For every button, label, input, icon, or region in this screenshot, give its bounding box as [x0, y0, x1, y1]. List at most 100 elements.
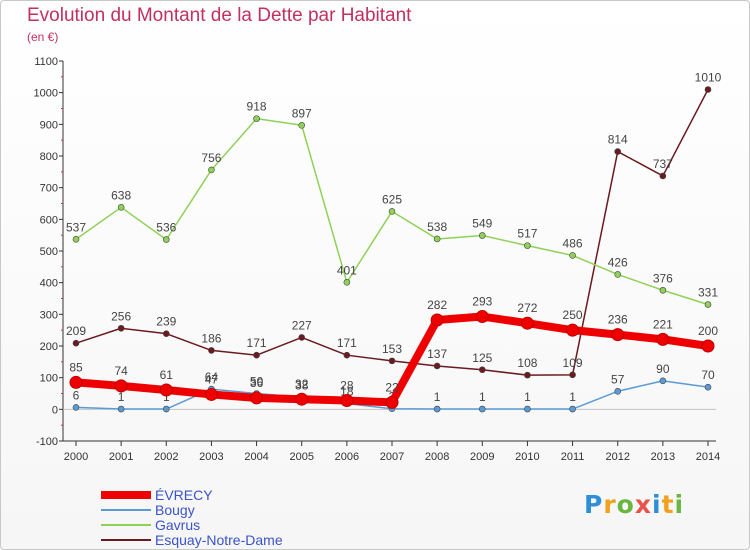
data-label: 109 [563, 356, 583, 370]
x-tick-label: 2008 [425, 451, 449, 463]
x-tick-label: 2002 [154, 451, 178, 463]
data-label: 638 [111, 188, 131, 202]
series-point [566, 323, 580, 337]
data-label: 221 [653, 317, 673, 331]
data-label: 85 [69, 360, 83, 374]
series-point [478, 405, 486, 413]
data-label: 1 [163, 390, 170, 404]
legend-label: Esquay-Notre-Dame [155, 532, 283, 548]
proxiti-logo: Proxiti [584, 490, 685, 519]
y-tick-label: 0 [52, 404, 58, 416]
data-label: 250 [563, 308, 583, 322]
series-point [162, 330, 170, 337]
data-label: 171 [247, 336, 267, 350]
series-point [478, 366, 486, 374]
series-point [433, 235, 441, 243]
data-label: 517 [517, 227, 537, 241]
series-point [614, 148, 622, 155]
series-point [524, 405, 531, 413]
data-label: 38 [295, 378, 309, 392]
series-point [611, 328, 625, 342]
series-point [298, 334, 306, 341]
data-label: 486 [563, 236, 583, 250]
series-point [159, 383, 173, 397]
series-point [704, 383, 712, 391]
data-label: 1010 [695, 71, 722, 85]
series-point [524, 371, 531, 379]
x-tick-label: 2009 [470, 451, 494, 463]
series-point [569, 252, 576, 259]
data-label: 186 [201, 331, 221, 345]
series-point [614, 271, 622, 278]
x-tick-label: 2011 [561, 451, 585, 463]
data-label: 125 [472, 351, 492, 365]
data-label: 737 [653, 157, 673, 171]
data-label: 57 [611, 372, 625, 386]
x-tick-label: 2000 [64, 451, 88, 463]
chart-subtitle: (en €) [27, 30, 59, 44]
data-label: 236 [608, 313, 628, 327]
data-label: 36 [250, 376, 264, 390]
data-label: 282 [427, 298, 447, 312]
x-tick-label: 2007 [380, 451, 404, 463]
series-point [253, 115, 260, 122]
data-label: 293 [472, 295, 492, 309]
x-tick-label: 2006 [335, 451, 359, 463]
series-point [433, 405, 441, 413]
data-label: 209 [66, 324, 86, 338]
data-label: 64 [205, 370, 219, 384]
legend-label: ÉVRECY [155, 487, 213, 503]
data-label: 376 [653, 271, 673, 285]
data-label: 897 [292, 106, 312, 120]
y-tick-label: 100 [40, 373, 58, 385]
series-point [208, 347, 215, 354]
series-point [659, 286, 667, 294]
x-tick-label: 2010 [515, 451, 539, 463]
data-label: 6 [73, 388, 80, 402]
data-label: 401 [337, 263, 357, 277]
series-point [656, 332, 670, 346]
series-point [388, 208, 396, 215]
y-tick-label: 200 [40, 341, 58, 353]
series-point [204, 387, 218, 401]
data-label: 1 [524, 390, 531, 404]
data-label: 61 [160, 368, 174, 382]
series-point [520, 316, 534, 330]
data-label: 153 [382, 342, 402, 356]
series-point [659, 377, 667, 385]
x-tick-label: 2013 [651, 451, 675, 463]
data-label: 74 [114, 364, 128, 378]
series-point [72, 404, 80, 411]
data-label: 200 [698, 324, 718, 338]
data-label: 70 [701, 368, 715, 382]
series-point [659, 172, 667, 180]
y-tick-label: 1000 [34, 88, 58, 100]
series-point [253, 351, 260, 359]
x-tick-label: 2003 [199, 451, 223, 463]
data-label: 814 [608, 133, 628, 147]
series-point [701, 339, 715, 353]
x-tick-label: 2001 [109, 451, 133, 463]
y-tick-label: 300 [40, 309, 58, 321]
series-point [162, 405, 170, 413]
series-point [343, 279, 351, 286]
data-label: 918 [247, 100, 267, 114]
y-tick-label: 400 [40, 278, 58, 290]
data-label: 108 [517, 356, 537, 370]
series-point [340, 393, 354, 407]
series-point [704, 86, 712, 93]
series-point [388, 357, 396, 365]
data-label: 137 [427, 347, 447, 361]
data-label: 536 [156, 221, 176, 235]
series-point [298, 121, 306, 129]
series-point [385, 395, 399, 409]
data-label: 756 [201, 151, 221, 165]
data-label: 1 [434, 390, 441, 404]
data-label: 239 [156, 315, 176, 329]
series-point [704, 301, 712, 308]
data-label: 256 [111, 309, 131, 323]
y-tick-label: 600 [40, 214, 58, 226]
series-point [117, 204, 125, 211]
series-point [569, 371, 576, 379]
